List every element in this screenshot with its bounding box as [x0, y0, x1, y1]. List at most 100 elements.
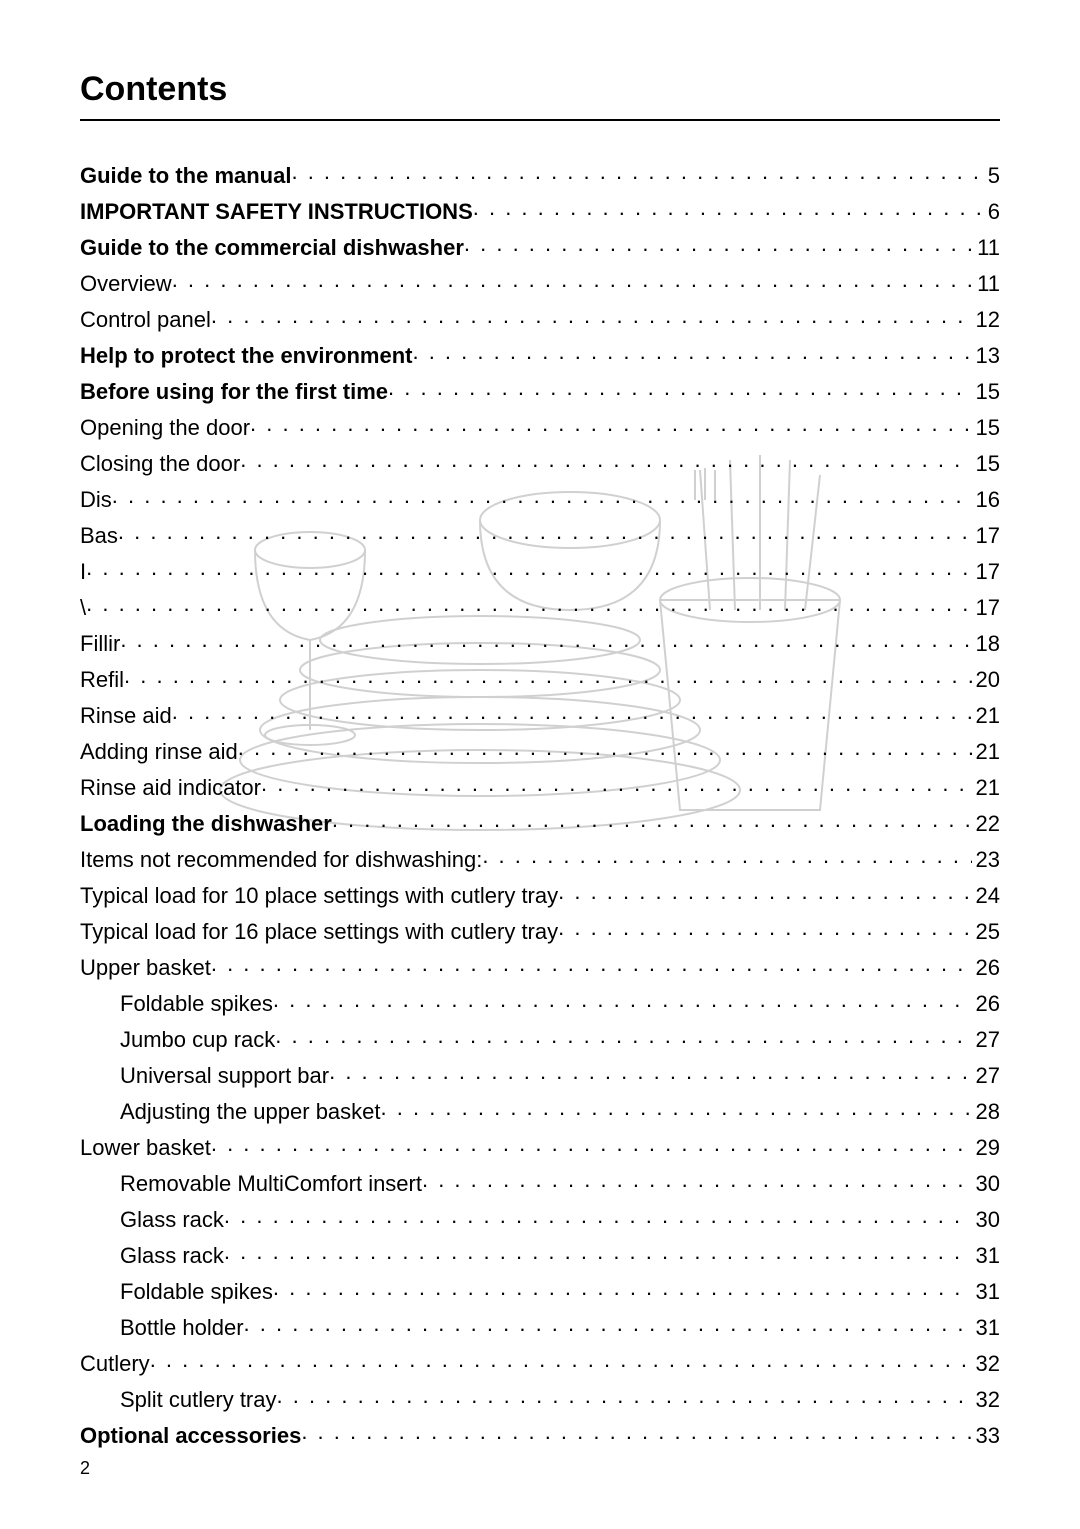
toc-leader-dots: [388, 377, 971, 399]
toc-leader-dots: [211, 305, 972, 327]
toc-entry: Lower basket29: [80, 1133, 1000, 1159]
toc-entry: Jumbo cup rack27: [80, 1025, 1000, 1051]
footer-page-number: 2: [80, 1458, 90, 1479]
toc-leader-dots: [558, 917, 971, 939]
toc-entry-page: 26: [972, 993, 1000, 1015]
toc-entry: Guide to the manual 5: [80, 161, 1000, 187]
toc-entry-label: Items not recommended for dishwashing:: [80, 849, 482, 871]
toc-entry-page: 17: [972, 525, 1000, 547]
toc-entry-page: 32: [972, 1389, 1000, 1411]
toc-entry-label: Control panel: [80, 309, 211, 331]
title-rule: [80, 119, 1000, 121]
toc-leader-dots: [275, 1025, 971, 1047]
toc-entry: Glass rack30: [80, 1205, 1000, 1231]
toc-entry-page: 32: [972, 1353, 1000, 1375]
toc-entry-label: Foldable spikes: [120, 993, 273, 1015]
toc-leader-dots: [250, 413, 971, 435]
toc-entry-label: Adjusting the upper basket: [120, 1101, 381, 1123]
toc-entry: Foldable spikes31: [80, 1277, 1000, 1303]
toc-entry: Guide to the commercial dishwasher 11: [80, 233, 1000, 259]
toc-leader-dots: [238, 737, 972, 759]
toc-entry: Optional accessories33: [80, 1421, 1000, 1447]
toc-entry-page: 16: [972, 489, 1000, 511]
toc-leader-dots: [273, 989, 972, 1011]
toc-entry-label: Typical load for 10 place settings with …: [80, 885, 558, 907]
toc-entry-label: Overview: [80, 273, 172, 295]
toc-entry-page: 26: [972, 957, 1000, 979]
toc-entry-label: IMPORTANT SAFETY INSTRUCTIONS: [80, 201, 473, 223]
toc-entry-page: 6: [984, 201, 1000, 223]
toc-entry-label: Opening the door: [80, 417, 250, 439]
toc-entry: Fillir 18: [80, 629, 1000, 655]
toc-entry-label: Guide to the manual: [80, 165, 291, 187]
toc-leader-dots: [120, 629, 971, 651]
toc-leader-dots: [301, 1421, 971, 1443]
toc-entry-page: 28: [972, 1101, 1000, 1123]
toc-entry-label: Glass rack: [120, 1209, 224, 1231]
toc-leader-dots: [332, 809, 972, 831]
toc-leader-dots: [240, 449, 971, 471]
toc-entry-page: 29: [972, 1137, 1000, 1159]
toc-leader-dots: [224, 1241, 972, 1263]
toc-entry-page: 15: [972, 417, 1000, 439]
toc-entry-label: Loading the dishwasher: [80, 813, 332, 835]
toc-entry: \17: [80, 593, 1000, 619]
toc-entry-page: 31: [972, 1245, 1000, 1267]
toc-entry: Overview11: [80, 269, 1000, 295]
toc-entry-page: 15: [972, 453, 1000, 475]
toc-entry-label: Refil: [80, 669, 124, 691]
toc-entry-label: Help to protect the environment: [80, 345, 412, 367]
toc-entry: Loading the dishwasher22: [80, 809, 1000, 835]
toc-entry: Typical load for 10 place settings with …: [80, 881, 1000, 907]
toc-entry-page: 24: [972, 885, 1000, 907]
toc-entry-label: Bottle holder: [120, 1317, 244, 1339]
toc-entry: Closing the door15: [80, 449, 1000, 475]
toc-entry-label: Fillir: [80, 633, 120, 655]
toc-leader-dots: [112, 485, 972, 507]
toc-entry-page: 21: [972, 741, 1000, 763]
toc-entry: Bottle holder 31: [80, 1313, 1000, 1339]
toc-entry-label: Jumbo cup rack: [120, 1029, 275, 1051]
toc-entry-page: 18: [972, 633, 1000, 655]
toc-entry-page: 31: [972, 1317, 1000, 1339]
toc-entry-label: Typical load for 16 place settings with …: [80, 921, 558, 943]
toc-entry: I17: [80, 557, 1000, 583]
toc-entry-page: 11: [973, 237, 1000, 259]
contents-title: Contents: [80, 70, 1000, 109]
toc-leader-dots: [261, 773, 972, 795]
toc-leader-dots: [86, 557, 971, 579]
toc-entry: Upper basket26: [80, 953, 1000, 979]
toc-entry-page: 12: [972, 309, 1000, 331]
toc-entry-label: Glass rack: [120, 1245, 224, 1267]
toc-entry-label: Rinse aid indicator: [80, 777, 261, 799]
toc-entry: Removable MultiComfort insert30: [80, 1169, 1000, 1195]
toc-entry-page: 5: [984, 165, 1000, 187]
toc-leader-dots: [172, 701, 972, 723]
toc-entry-label: Guide to the commercial dishwasher: [80, 237, 464, 259]
toc-entry-label: Foldable spikes: [120, 1281, 273, 1303]
toc-entry-page: 21: [972, 777, 1000, 799]
toc-entry: Bas17: [80, 521, 1000, 547]
toc-entry: Before using for the first time15: [80, 377, 1000, 403]
toc-entry: Typical load for 16 place settings with …: [80, 917, 1000, 943]
toc-leader-dots: [172, 269, 973, 291]
toc-entry-label: Optional accessories: [80, 1425, 301, 1447]
toc-entry-page: 21: [972, 705, 1000, 727]
toc-entries: Guide to the manual 5 IMPORTANT SAFETY INS…: [80, 161, 1000, 1447]
toc-leader-dots: [412, 341, 971, 363]
toc-entry: Glass rack 31: [80, 1241, 1000, 1267]
toc-leader-dots: [422, 1169, 972, 1191]
toc-entry: Rinse aid21: [80, 701, 1000, 727]
page: Contents: [0, 0, 1080, 1529]
toc-entry: Rinse aid indicator 21: [80, 773, 1000, 799]
toc-leader-dots: [118, 521, 972, 543]
toc-entry-page: 30: [972, 1173, 1000, 1195]
toc-entry-label: Cutlery: [80, 1353, 150, 1375]
toc-entry: Foldable spikes 26: [80, 989, 1000, 1015]
toc-leader-dots: [464, 233, 973, 255]
toc-leader-dots: [482, 845, 971, 867]
toc-entry-page: 17: [972, 561, 1000, 583]
toc-entry: IMPORTANT SAFETY INSTRUCTIONS 6: [80, 197, 1000, 223]
toc-entry-label: Before using for the first time: [80, 381, 388, 403]
toc-leader-dots: [211, 953, 972, 975]
